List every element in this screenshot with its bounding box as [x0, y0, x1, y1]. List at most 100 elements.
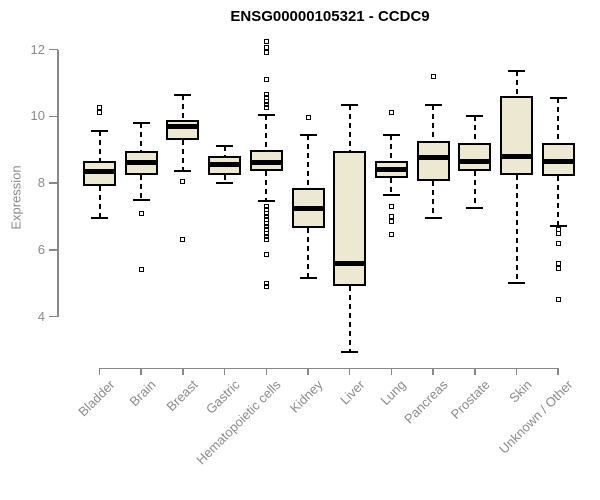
outlier-point: [263, 223, 269, 229]
lower-whisker-line: [390, 177, 393, 195]
x-axis-tick: [515, 367, 518, 375]
outlier-point: [555, 240, 561, 246]
lower-whisker-line: [473, 171, 476, 209]
lower-whisker-line: [348, 286, 351, 352]
x-axis-line: [99, 367, 559, 369]
outlier-point: [263, 50, 269, 56]
x-axis-tick: [307, 367, 309, 375]
outlier-point: [180, 237, 186, 243]
outlier-point: [263, 220, 269, 226]
outlier-point: [263, 98, 269, 104]
outlier-point: [388, 110, 394, 116]
lower-whisker-line: [223, 174, 226, 183]
x-axis-tick: [432, 367, 434, 375]
box: [416, 141, 450, 182]
outlier-point: [263, 227, 269, 233]
x-axis-tick-label: Skin: [505, 377, 535, 406]
y-axis-tick-label: 12: [30, 41, 45, 57]
outlier-point: [555, 297, 561, 303]
lower-whisker-cap: [216, 182, 234, 184]
lower-whisker-line: [557, 176, 560, 227]
lower-whisker-cap: [424, 217, 442, 220]
upper-whisker-cap: [424, 103, 442, 106]
upper-whisker-line: [181, 94, 184, 120]
lower-whisker-cap: [91, 217, 108, 220]
median-line: [124, 160, 158, 166]
upper-whisker-cap: [299, 133, 317, 136]
y-axis-line: [57, 49, 59, 317]
median-line: [166, 123, 200, 129]
upper-whisker-cap: [549, 96, 567, 99]
x-axis-tick: [348, 367, 351, 375]
x-axis-tick-label: Pancreas: [401, 377, 451, 427]
lower-whisker-line: [432, 181, 435, 219]
lower-whisker-cap: [466, 207, 484, 210]
lower-whisker-cap: [132, 198, 150, 201]
outlier-point: [263, 213, 269, 219]
outlier-point: [97, 110, 102, 116]
outlier-point: [263, 210, 269, 216]
x-axis-tick: [474, 367, 476, 375]
upper-whisker-cap: [508, 70, 525, 73]
upper-whisker-line: [140, 122, 143, 152]
upper-whisker-cap: [466, 115, 484, 118]
x-axis-tick-label: Liver: [336, 377, 368, 408]
x-axis-tick-label: Lung: [377, 377, 409, 409]
upper-whisker-line: [432, 104, 435, 142]
upper-whisker-line: [307, 134, 309, 188]
upper-whisker-line: [390, 134, 393, 162]
box: [333, 151, 367, 287]
outlier-point: [138, 267, 144, 273]
outlier-point: [97, 105, 102, 111]
outlier-point: [555, 265, 561, 271]
upper-whisker-line: [98, 131, 101, 162]
outlier-point: [388, 218, 394, 224]
outlier-point: [263, 207, 269, 213]
lower-whisker-cap: [341, 350, 359, 353]
box: [83, 161, 116, 187]
x-axis-tick: [140, 367, 142, 375]
x-axis-tick: [98, 367, 101, 375]
x-axis-tick-label: Bladder: [74, 377, 118, 420]
lower-whisker-line: [265, 171, 268, 202]
lower-whisker-line: [140, 174, 143, 200]
x-axis-tick: [265, 367, 268, 375]
outlier-point: [263, 45, 269, 51]
upper-whisker-cap: [132, 121, 150, 124]
median-line: [83, 168, 116, 174]
x-axis-tick-label: Brain: [126, 377, 159, 410]
x-axis-tick-label: Unknown / Other: [496, 377, 576, 457]
upper-whisker-cap: [257, 113, 275, 116]
x-axis-tick-label: Kidney: [286, 377, 326, 416]
x-axis-tick-label: Gastric: [202, 377, 243, 417]
lower-whisker-line: [515, 174, 518, 284]
outlier-point: [555, 227, 561, 233]
y-axis-tick-label: 4: [37, 308, 45, 324]
upper-whisker-line: [473, 116, 476, 143]
median-line: [333, 260, 367, 266]
outlier-point: [388, 203, 394, 209]
box: [500, 96, 533, 175]
outlier-point: [263, 92, 269, 98]
outlier-point: [263, 233, 269, 239]
outlier-point: [138, 210, 144, 216]
upper-whisker-cap: [341, 103, 359, 106]
outlier-point: [263, 203, 269, 209]
median-line: [416, 155, 450, 161]
outlier-point: [555, 230, 561, 236]
lower-whisker-cap: [299, 277, 317, 280]
outlier-point: [555, 260, 561, 266]
median-line: [541, 158, 575, 164]
lower-whisker-line: [307, 228, 309, 279]
upper-whisker-cap: [382, 133, 400, 136]
x-axis-tick: [390, 367, 393, 375]
outlier-point: [263, 252, 269, 258]
y-axis-tick-label: 8: [37, 175, 45, 190]
outlier-point: [263, 105, 269, 111]
upper-whisker-line: [348, 104, 351, 152]
median-line: [458, 158, 492, 164]
lower-whisker-line: [98, 186, 101, 219]
y-axis-tick: [49, 249, 58, 251]
